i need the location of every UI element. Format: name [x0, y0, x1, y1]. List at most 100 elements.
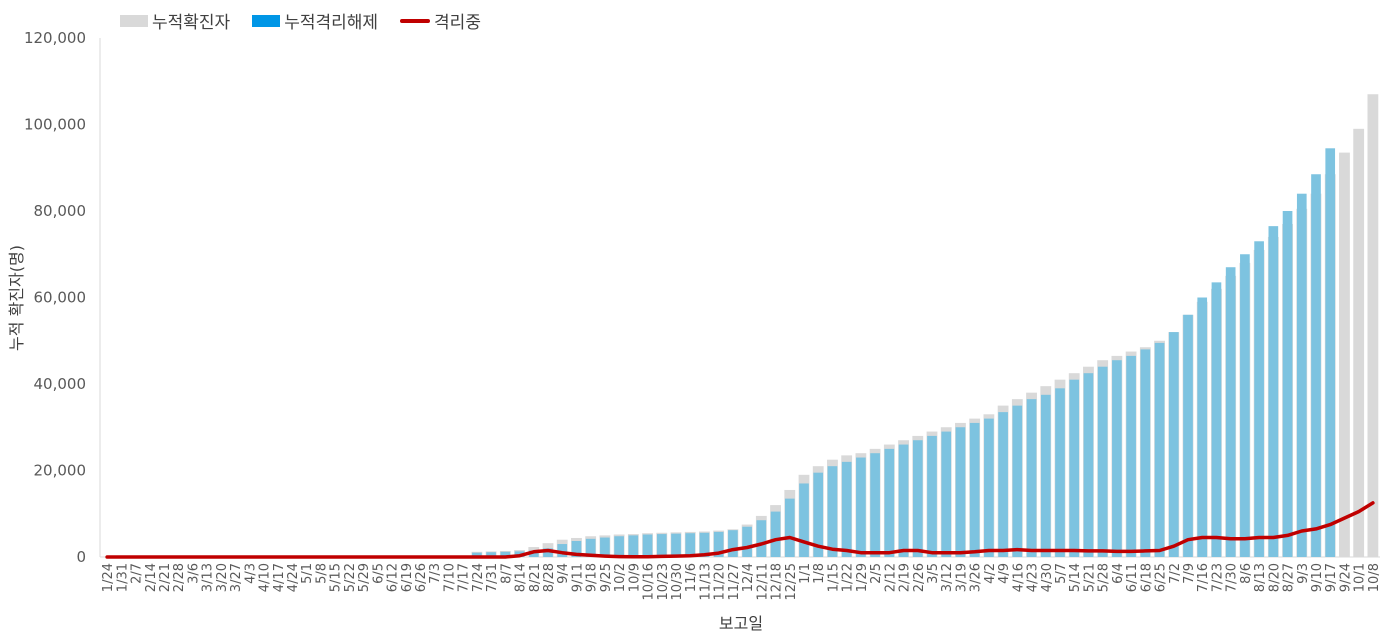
bar-cumulative-released: [1012, 405, 1023, 557]
y-tick-label: 120,000: [24, 29, 86, 47]
bar-cumulative-released: [927, 435, 937, 557]
bar-cumulative-released: [969, 422, 980, 557]
bar-cumulative-released: [1040, 394, 1051, 557]
bar-cumulative-confirmed: [1339, 152, 1350, 558]
bar-cumulative-released: [1083, 373, 1094, 557]
x-tick-label: 9/24: [1338, 563, 1353, 592]
x-tick-label: 6/11: [1125, 563, 1140, 592]
x-tick-label: 6/26: [414, 563, 429, 592]
bar-cumulative-released: [770, 511, 781, 557]
x-tick-label: 7/2: [1168, 563, 1183, 584]
x-tick-label: 3/12: [940, 563, 955, 592]
bar-cumulative-released: [813, 472, 824, 557]
x-tick-label: 10/8: [1367, 563, 1382, 592]
x-tick-label: 11/27: [727, 563, 742, 600]
x-tick-label: 8/21: [528, 563, 543, 592]
bar-cumulative-released: [600, 537, 610, 557]
x-tick-label: 2/5: [869, 563, 884, 584]
x-tick-label: 1/24: [101, 563, 116, 592]
chart-legend: 누적확진자 누적격리해제 격리중: [120, 8, 503, 33]
legend-label-cumulative-released: 누적격리해제: [284, 13, 379, 33]
x-tick-label: 9/11: [570, 563, 585, 592]
x-tick-label: 3/26: [969, 563, 984, 592]
bar-cumulative-released: [941, 431, 952, 557]
bar-cumulative-confirmed: [1353, 128, 1365, 557]
x-tick-label: 4/24: [286, 563, 301, 592]
y-tick-label: 40,000: [34, 375, 87, 393]
x-tick-label: 4/3: [243, 563, 258, 584]
x-tick-label: 6/19: [400, 563, 415, 592]
x-tick-label: 8/6: [1239, 563, 1254, 584]
bar-cumulative-released: [728, 530, 738, 557]
legend-item-isolating: 격리중: [400, 8, 481, 33]
x-tick-label: 7/10: [442, 563, 457, 592]
x-tick-label: 2/21: [158, 563, 173, 592]
x-tick-label: 11/6: [684, 563, 699, 592]
line-isolating: [105, 501, 1375, 559]
x-tick-label: 3/13: [201, 563, 216, 592]
bar-cumulative-released: [671, 533, 681, 557]
y-axis-title: 누적 확진자(명): [7, 245, 26, 351]
bar-cumulative-released: [1140, 349, 1151, 557]
bar-cumulative-released: [1097, 366, 1108, 557]
x-tick-label: 1/31: [115, 563, 130, 592]
x-tick-label: 3/20: [215, 563, 230, 592]
bar-cumulative-released: [500, 551, 511, 557]
x-tick-label: 6/12: [386, 563, 401, 592]
bar-cumulative-released: [1240, 254, 1250, 557]
x-tick-label: 8/7: [499, 563, 514, 584]
bar-cumulative-released: [1168, 332, 1179, 557]
bar-cumulative-released: [1112, 360, 1122, 557]
bar-cumulative-released: [628, 535, 639, 557]
x-tick-label: 10/2: [613, 563, 628, 592]
bar-cumulative-released: [1069, 379, 1080, 557]
x-tick-label: 3/6: [186, 563, 201, 584]
x-tick-label: 5/29: [357, 563, 372, 592]
bar-cumulative-released: [585, 538, 596, 557]
bar-cumulative-released: [614, 536, 624, 557]
x-tick-label: 1/8: [812, 563, 827, 584]
x-tick-label: 5/8: [314, 563, 329, 584]
x-tick-label: 11/13: [698, 563, 713, 600]
bar-cumulative-released: [827, 466, 838, 557]
bar-cumulative-released: [486, 552, 496, 557]
x-tick-label: 4/23: [1026, 563, 1041, 592]
x-tick-label: 12/25: [784, 563, 799, 600]
x-tick-label: 2/7: [130, 563, 145, 584]
x-tick-label: 10/1: [1353, 563, 1368, 592]
x-tick-label: 9/25: [599, 563, 614, 592]
x-tick-label: 8/14: [514, 563, 529, 592]
x-tick-label: 6/4: [1111, 563, 1126, 584]
bar-cumulative-released: [1154, 342, 1165, 557]
x-tick-label: 8/20: [1267, 563, 1282, 592]
x-tick-label: 5/14: [1068, 563, 1083, 592]
x-tick-label: 6/18: [1139, 563, 1154, 592]
x-tick-label: 3/5: [926, 563, 941, 584]
x-tick-label: 4/30: [1040, 563, 1055, 592]
bar-cumulative-released: [1268, 226, 1279, 557]
bar-cumulative-released: [912, 440, 923, 557]
x-tick-label: 9/3: [1296, 563, 1311, 584]
bar-cumulative-released: [1026, 399, 1037, 557]
legend-swatch-cumulative-released: [252, 14, 281, 27]
x-tick-label: 3/27: [229, 563, 244, 592]
bar-cumulative-released: [1225, 267, 1236, 557]
x-tick-label: 12/4: [741, 563, 756, 592]
bar-cumulative-released: [898, 444, 909, 557]
x-tick-label: 5/7: [1054, 563, 1069, 584]
x-tick-label: 9/10: [1310, 563, 1325, 592]
bar-cumulative-released: [1311, 174, 1321, 558]
bar-cumulative-released: [955, 427, 966, 557]
x-tick-label: 6/5: [371, 563, 386, 584]
x-tick-label: 8/28: [542, 563, 557, 592]
bar-cumulative-released: [1254, 241, 1264, 557]
x-tick-label: 5/22: [343, 563, 358, 592]
bar-cumulative-released: [699, 532, 710, 557]
bar-cumulative-released: [1055, 388, 1065, 557]
x-tick-label: 5/15: [329, 563, 344, 592]
x-tick-label: 7/31: [485, 563, 500, 592]
bar-cumulative-released: [1325, 148, 1336, 557]
bar-cumulative-released: [884, 448, 895, 557]
bar-cumulative-released: [841, 461, 852, 557]
x-tick-label: 1/22: [841, 563, 856, 592]
